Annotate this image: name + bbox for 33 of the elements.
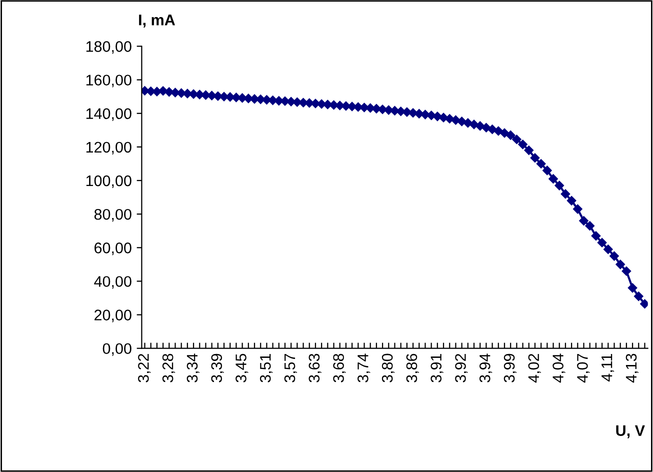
x-axis-title: U, V bbox=[616, 425, 645, 438]
y-tick-label: 60,00 bbox=[94, 242, 132, 256]
x-tick-label: 3,94 bbox=[479, 354, 492, 382]
y-tick-label: 0,00 bbox=[102, 343, 132, 356]
x-tick-label: 3,34 bbox=[186, 354, 200, 382]
y-tick-label: 80,00 bbox=[94, 208, 132, 222]
x-tick-label: 3,99 bbox=[504, 354, 516, 382]
x-tick-label: 3,39 bbox=[211, 354, 224, 382]
x-tick-label: 4,07 bbox=[577, 354, 590, 383]
x-tick-label: 3,51 bbox=[260, 354, 273, 382]
y-tick-label: 20,00 bbox=[94, 310, 132, 322]
y-tick-label: 180,00 bbox=[86, 41, 132, 54]
y-tick-label: 140,00 bbox=[86, 108, 132, 121]
x-tick-label: 4,02 bbox=[528, 354, 541, 383]
x-tick-label: 3,57 bbox=[284, 354, 297, 382]
x-tick-label: 4,11 bbox=[602, 354, 614, 382]
x-tick-label: 3,22 bbox=[138, 354, 151, 382]
y-tick-label: 120,00 bbox=[86, 142, 132, 154]
x-tick-label: 3,86 bbox=[406, 354, 419, 382]
x-tick-label: 3,28 bbox=[162, 354, 176, 382]
x-tick-label: 4,13 bbox=[626, 354, 638, 383]
x-tick-label: 3,63 bbox=[308, 354, 322, 382]
y-tick-label: 100,00 bbox=[86, 175, 132, 188]
x-tick-label: 3,91 bbox=[430, 354, 444, 382]
x-tick-label: 4,04 bbox=[552, 354, 566, 383]
x-tick-label: 3,68 bbox=[333, 354, 346, 382]
y-tick-label: 40,00 bbox=[94, 276, 132, 289]
x-tick-label: 3,80 bbox=[382, 354, 395, 382]
x-tick-label: 3,92 bbox=[455, 354, 468, 382]
x-tick-label: 3,45 bbox=[236, 354, 248, 382]
x-tick-label: 3,74 bbox=[358, 354, 370, 382]
y-axis-title: I, mA bbox=[139, 14, 175, 28]
y-tick-label: 160,00 bbox=[86, 74, 132, 88]
